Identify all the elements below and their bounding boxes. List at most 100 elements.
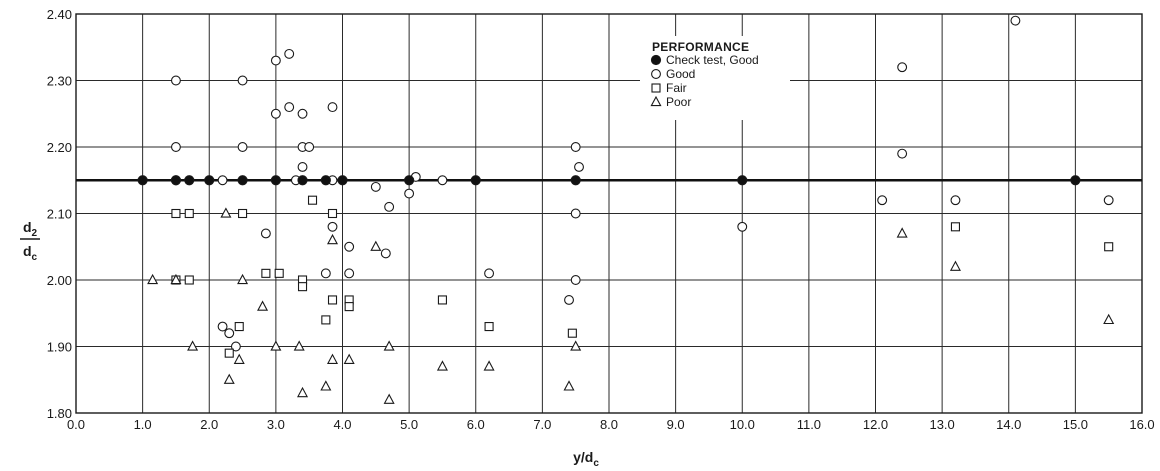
- data-point-check-test-good: [320, 175, 331, 186]
- data-point-good: [574, 162, 584, 172]
- data-point-fair: [297, 282, 308, 292]
- y-tick-label: 2.20: [47, 140, 72, 155]
- data-point-good: [297, 162, 308, 172]
- data-point-check-test-good: [570, 175, 581, 186]
- data-point-poor: [326, 233, 339, 245]
- data-point-good: [570, 142, 581, 152]
- data-point-fair: [484, 321, 494, 332]
- data-point-poor: [293, 340, 305, 351]
- data-point-check-test-good: [237, 175, 248, 186]
- x-tick-label: 8.0: [600, 417, 618, 432]
- x-tick-label: 0.0: [67, 417, 85, 432]
- data-point-poor: [896, 227, 908, 238]
- data-point-fair: [261, 268, 271, 278]
- data-point-poor: [383, 393, 395, 404]
- x-tick-label: 16.0: [1129, 417, 1154, 432]
- data-point-good: [570, 275, 581, 285]
- data-point-fair: [184, 208, 194, 219]
- data-point-good: [484, 268, 495, 279]
- data-point-good: [327, 221, 338, 232]
- x-tick-label: 12.0: [863, 417, 888, 432]
- data-point-good: [897, 62, 908, 73]
- data-point-check-test-good: [270, 175, 281, 186]
- data-point-fair: [327, 208, 338, 219]
- data-point-poor: [320, 380, 332, 391]
- x-tick-label: 14.0: [996, 417, 1021, 432]
- x-tick-label: 13.0: [929, 417, 954, 432]
- data-point-poor: [370, 240, 382, 251]
- data-point-check-test-good: [204, 175, 215, 186]
- x-tick-label: 9.0: [667, 417, 685, 432]
- data-point-good: [270, 55, 281, 66]
- data-points: [137, 15, 1115, 404]
- y-tick-label: 1.80: [47, 406, 72, 421]
- data-point-fair: [1104, 242, 1114, 252]
- data-point-good: [877, 195, 888, 206]
- data-point-poor: [270, 340, 282, 351]
- data-point-good: [564, 295, 574, 305]
- data-point-fair: [307, 195, 318, 205]
- data-point-good: [950, 195, 961, 206]
- data-point-good: [380, 248, 391, 259]
- plot-border: [75, 13, 1143, 414]
- y-tick-label: 2.40: [47, 7, 72, 22]
- data-point-poor: [570, 340, 582, 351]
- data-point-good: [270, 108, 281, 119]
- data-point-check-test-good: [404, 175, 415, 186]
- x-tick-label: 4.0: [333, 417, 351, 432]
- x-tick-label: 2.0: [200, 417, 218, 432]
- data-point-poor: [383, 340, 395, 351]
- data-point-poor: [257, 300, 269, 311]
- data-point-fair: [274, 268, 284, 278]
- data-point-poor: [237, 273, 249, 285]
- data-point-poor: [187, 340, 199, 351]
- data-point-fair: [950, 222, 961, 232]
- y-tick-label: 1.90: [47, 340, 72, 355]
- x-tick-label: 7.0: [533, 417, 551, 432]
- data-point-fair: [437, 295, 447, 305]
- data-point-good: [224, 328, 235, 339]
- grid: [75, 13, 1143, 414]
- data-point-fair: [234, 321, 244, 332]
- data-point-poor: [170, 273, 182, 285]
- legend-label: Fair: [666, 81, 687, 95]
- data-point-check-test-good: [170, 175, 182, 186]
- data-point-check-test-good: [184, 175, 195, 186]
- svg-text:dc: dc: [23, 243, 38, 263]
- legend-marker: [651, 83, 661, 93]
- data-point-poor: [343, 353, 355, 364]
- data-point-good: [897, 148, 908, 159]
- svg-text:d2: d2: [23, 219, 38, 239]
- data-point-check-test-good: [337, 175, 348, 186]
- x-tick-label: 5.0: [400, 417, 418, 432]
- data-point-good: [284, 48, 295, 59]
- data-point-fair: [171, 208, 181, 219]
- data-point-good: [217, 175, 228, 186]
- legend-marker: [651, 69, 661, 79]
- data-point-check-test-good: [470, 175, 481, 186]
- data-point-good: [284, 102, 295, 113]
- data-point-poor: [233, 353, 245, 364]
- data-point-check-test-good: [297, 175, 308, 186]
- data-point-good: [304, 142, 315, 152]
- tick-labels: 0.0 1.0 2.0 3.0 4.0 5.0 6.0 7.0 8.0 9.0 10.0 11.0 12…: [47, 7, 1155, 432]
- data-point-good: [1103, 195, 1114, 206]
- data-point-poor: [949, 260, 961, 271]
- data-point-good: [344, 268, 355, 279]
- data-point-fair: [327, 295, 338, 305]
- x-tick-label: 10.0: [730, 417, 755, 432]
- data-point-good: [237, 142, 248, 152]
- legend-title: PERFORMANCE: [652, 40, 749, 54]
- data-point-poor: [436, 360, 448, 371]
- data-point-check-test-good: [137, 175, 148, 186]
- y-tick-label: 2.30: [47, 74, 72, 89]
- data-point-good: [170, 75, 181, 86]
- y-label-top-sub: 2: [32, 228, 38, 239]
- data-point-poor: [326, 353, 339, 364]
- data-point-good: [297, 108, 308, 119]
- legend-label: Check test, Good: [666, 53, 759, 67]
- data-point-fair: [567, 328, 577, 338]
- legend-marker: [650, 95, 662, 107]
- data-point-fair: [224, 348, 234, 358]
